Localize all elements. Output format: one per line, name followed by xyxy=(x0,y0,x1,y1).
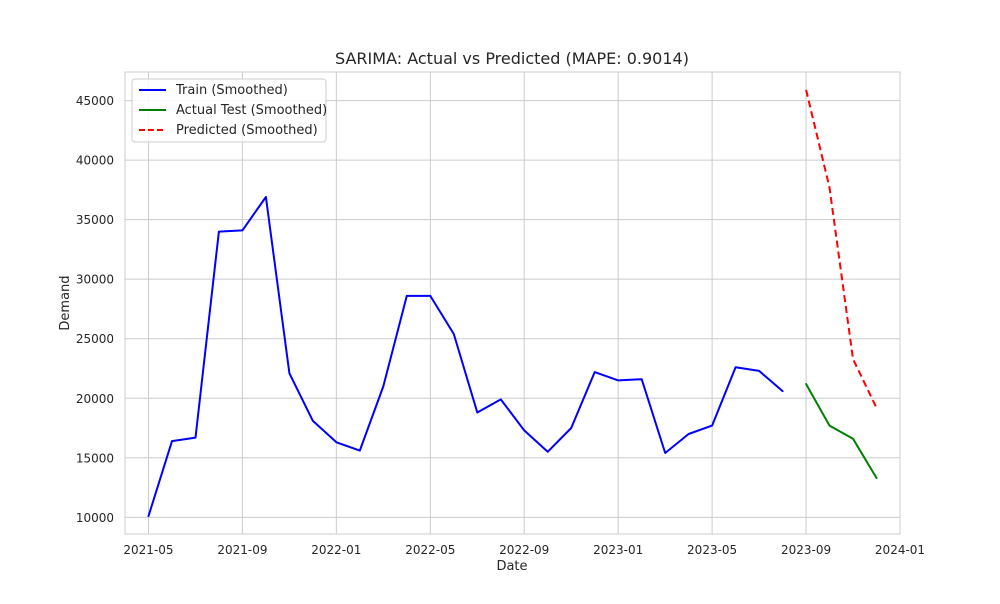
x-tick-label: 2023-09 xyxy=(781,543,831,557)
series-line-0 xyxy=(147,196,784,518)
series-layer xyxy=(147,89,878,518)
y-axis-label: Demand xyxy=(58,275,73,330)
legend-label-train: Train (Smoothed) xyxy=(175,83,288,98)
legend-label-actual: Actual Test (Smoothed) xyxy=(176,103,327,118)
y-tick-label: 45000 xyxy=(76,94,114,108)
series-line-2 xyxy=(805,89,878,409)
x-tick-label: 2021-05 xyxy=(123,543,173,557)
legend: Train (Smoothed) Actual Test (Smoothed) … xyxy=(131,78,327,143)
x-tick-label: 2022-09 xyxy=(499,543,549,557)
tick-layer: 2021-05 2021-09 2022-01 2022-05 2022-09 2023-… xyxy=(76,94,925,557)
legend-box xyxy=(131,78,327,143)
y-tick-label: 35000 xyxy=(76,213,114,227)
y-tick-label: 15000 xyxy=(76,451,114,465)
y-tick-label: 20000 xyxy=(76,392,114,406)
y-tick-label: 10000 xyxy=(76,511,114,525)
x-tick-label: 2023-05 xyxy=(687,543,737,557)
y-tick-label: 25000 xyxy=(76,332,114,346)
y-tick-label: 30000 xyxy=(76,273,114,287)
x-tick-label: 2022-05 xyxy=(405,543,455,557)
x-axis-label: Date xyxy=(496,559,527,574)
legend-label-predicted: Predicted (Smoothed) xyxy=(176,123,318,138)
x-tick-label: 2023-01 xyxy=(593,543,643,557)
grid-layer xyxy=(125,72,901,534)
x-tick-label: 2022-01 xyxy=(311,543,361,557)
x-tick-label: 2024-01 xyxy=(875,543,925,557)
y-tick-label: 40000 xyxy=(76,154,114,168)
x-tick-label: 2021-09 xyxy=(217,543,267,557)
chart-title: SARIMA: Actual vs Predicted (MAPE: 0.901… xyxy=(335,49,689,68)
plot-frame xyxy=(124,71,901,535)
series-line-1 xyxy=(805,383,878,479)
